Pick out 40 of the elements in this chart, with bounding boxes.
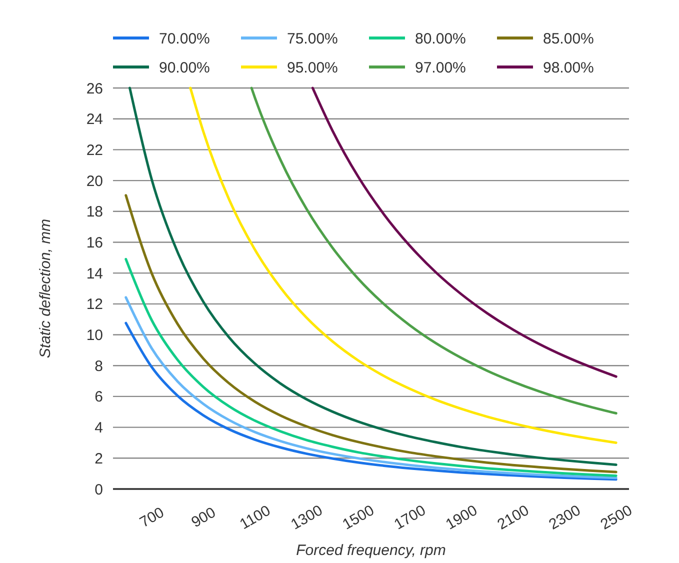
line-series	[250, 86, 618, 415]
legend-label: 95.00%	[287, 59, 338, 76]
legend-label: 90.00%	[159, 59, 210, 76]
y-tick-label: 2	[94, 450, 103, 468]
line-series	[124, 258, 618, 477]
y-tick-label: 18	[86, 204, 103, 221]
y-tick-label: 26	[86, 80, 103, 98]
y-axis-title: Static deflection, mm	[37, 218, 54, 358]
legend-label: 75.00%	[287, 30, 338, 48]
x-tick-label: 700	[136, 504, 168, 532]
x-tick-label: 2300	[546, 502, 584, 534]
x-axis-title: Forced frequency, rpm	[296, 542, 446, 559]
y-tick-label: 6	[94, 388, 103, 406]
line-series	[311, 86, 618, 378]
legend-label: 70.00%	[159, 30, 210, 48]
y-tick-label: 10	[86, 327, 103, 344]
x-tick-label: 2100	[494, 502, 532, 534]
line-series	[124, 194, 618, 474]
legend-label: 85.00%	[543, 30, 594, 48]
legend-label: 97.00%	[415, 59, 466, 76]
y-tick-label: 12	[86, 296, 103, 314]
y-tick-label: 0	[94, 481, 103, 498]
y-tick-label: 8	[94, 358, 103, 375]
x-tick-label: 1300	[288, 502, 326, 534]
line-series	[189, 86, 618, 444]
x-tick-label: 1500	[340, 502, 378, 534]
y-tick-label: 16	[86, 234, 103, 252]
y-tick-label: 4	[94, 420, 103, 437]
x-tick-label: 1900	[442, 502, 480, 534]
legend-label: 80.00%	[415, 30, 466, 48]
legend-label: 98.00%	[543, 59, 594, 76]
y-tick-label: 20	[86, 172, 103, 190]
y-tick-label: 24	[86, 111, 103, 128]
x-tick-label: 2500	[598, 502, 636, 534]
line-series	[128, 86, 618, 466]
y-tick-label: 14	[86, 265, 103, 282]
y-tick-label: 22	[86, 142, 103, 159]
x-tick-label: 900	[188, 504, 219, 532]
x-tick-label: 1100	[237, 502, 274, 534]
x-tick-label: 1700	[391, 502, 429, 534]
